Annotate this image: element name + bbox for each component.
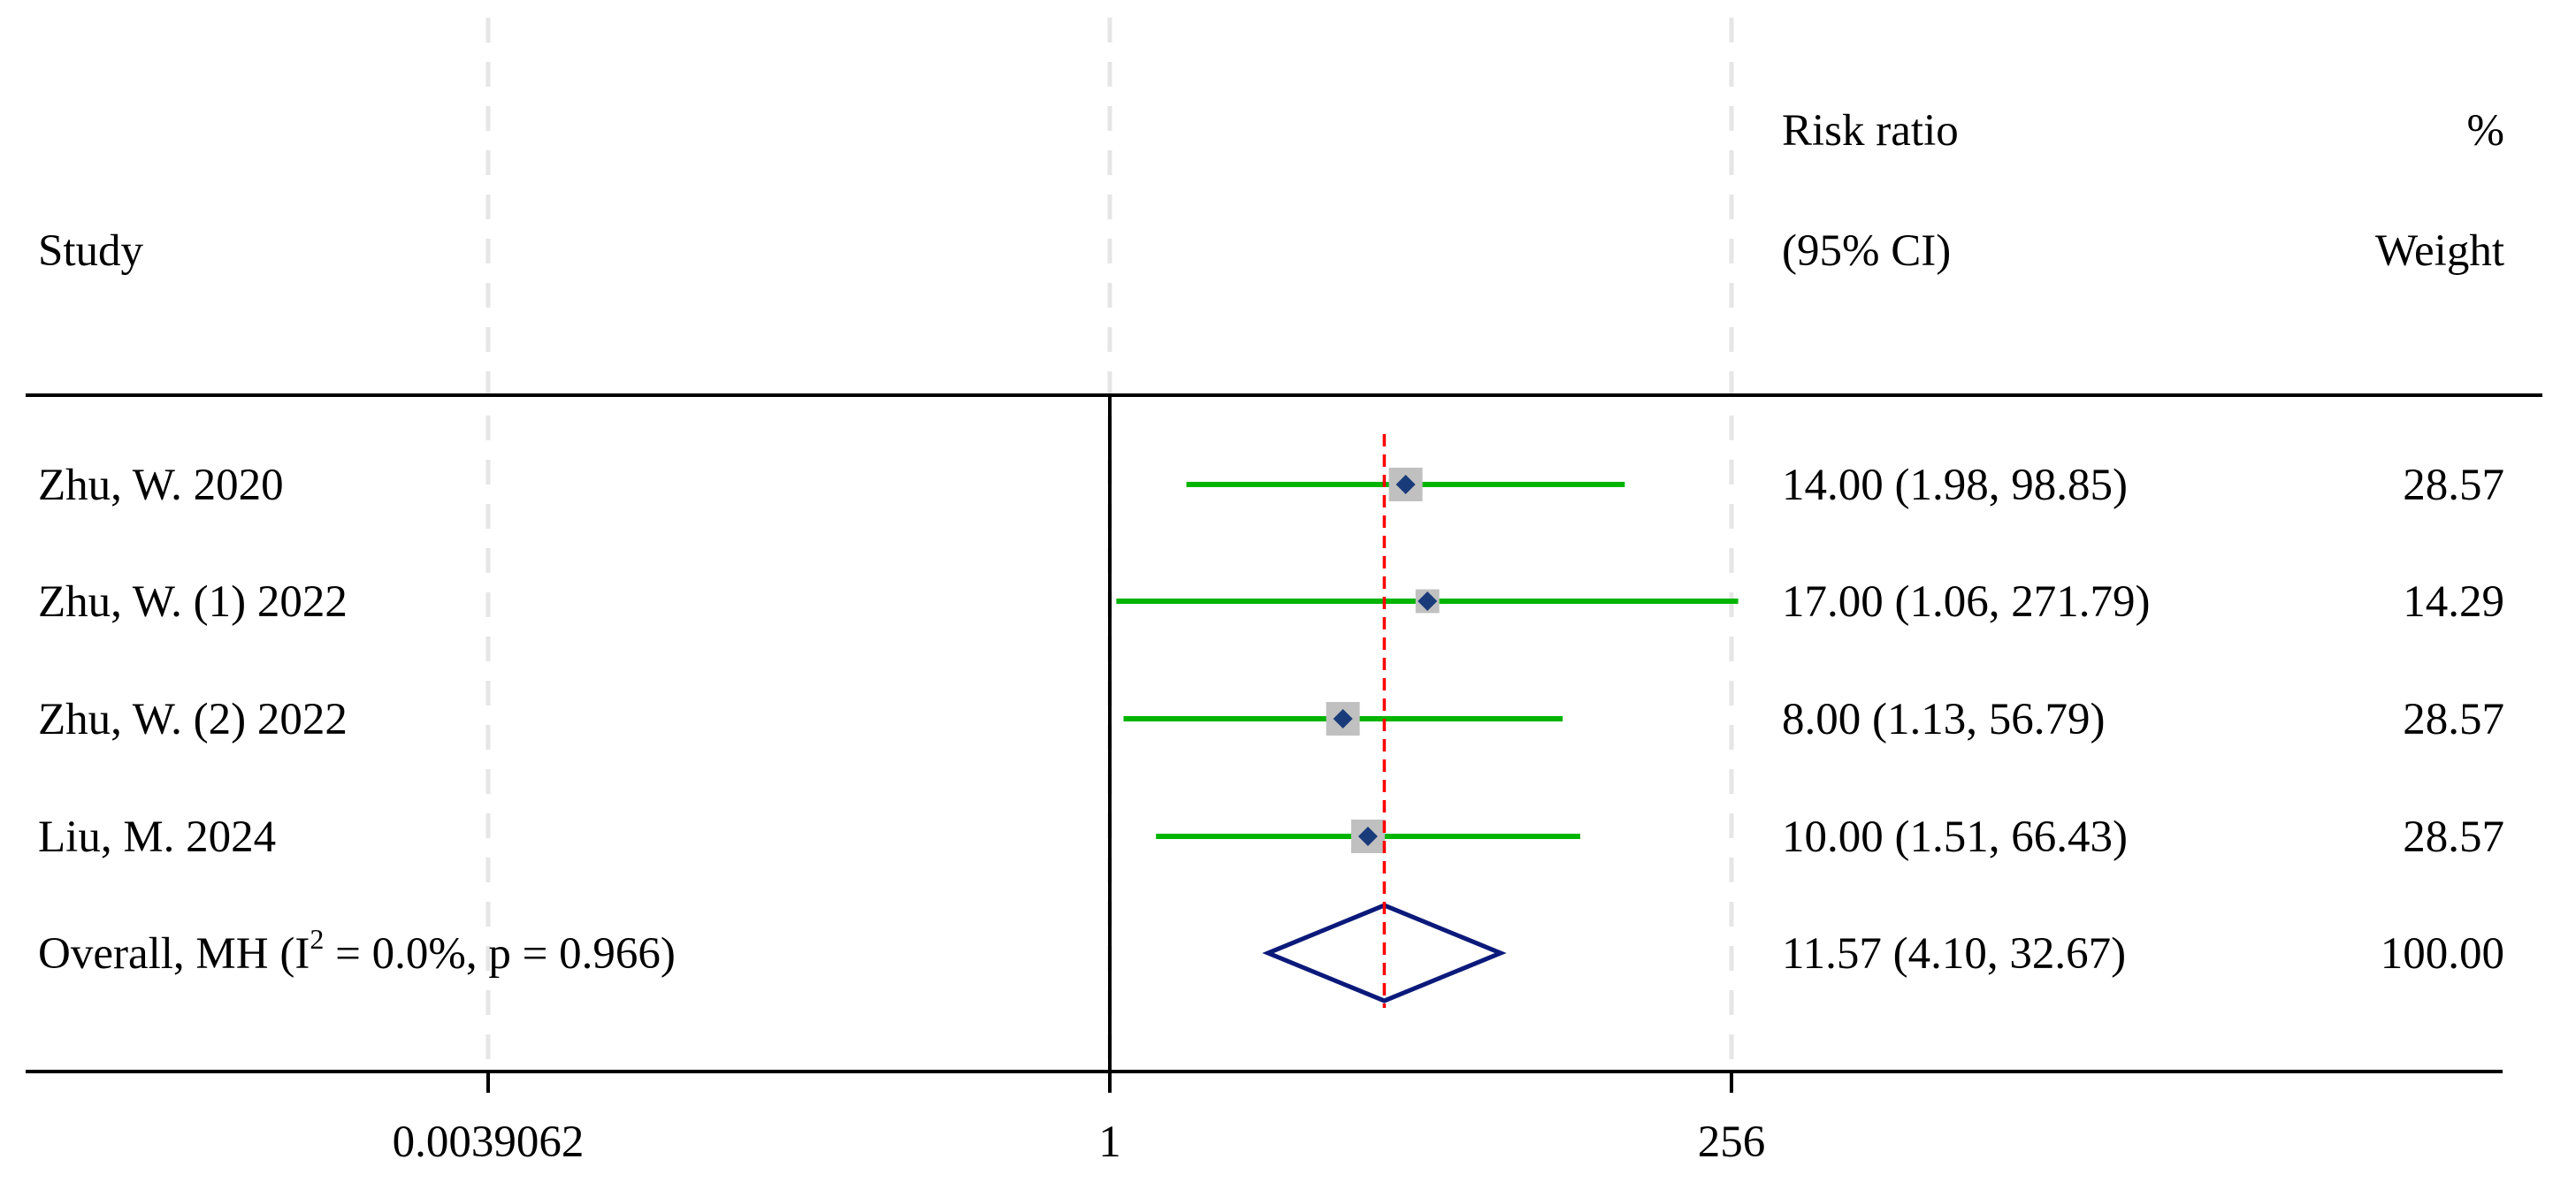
study-label: Liu, M. 2024 [38,812,276,862]
study-rows: Zhu, W. 2020 14.00 (1.98, 98.85) 28.57 Zhu,… [26,393,2542,1073]
x-tick-label: 1 [1098,1118,1121,1167]
study-label: Zhu, W. (1) 2022 [38,577,348,627]
study-ci-text: 10.00 (1.51, 66.43) [1782,812,2128,862]
header-weight: Weight [2375,226,2504,276]
study-ci-text: 8.00 (1.13, 56.79) [1782,695,2105,744]
study-weight-text: 28.57 [2403,695,2504,744]
overall-weight-text: 100.00 [2381,929,2504,979]
study-label: Zhu, W. 2020 [38,461,284,510]
header-risk-ratio: Risk ratio [1782,106,1959,156]
study-label: Zhu, W. (2) 2022 [38,695,348,744]
study-weight-text: 28.57 [2403,461,2504,510]
x-tick-label: 0.0039062 [393,1118,585,1167]
x-axis: 0.0039062 1 256 [393,1072,1766,1167]
point-estimate [1418,591,1438,611]
point-estimate [1357,827,1378,846]
header-weight-percent: % [2467,106,2504,156]
overall-label: Overall, MH (I2 = 0.0%, p = 0.966) [38,923,676,979]
header-study: Study [38,226,144,276]
point-estimate [1395,475,1416,494]
study-weight-text: 28.57 [2403,812,2504,862]
study-weight-text: 14.29 [2403,577,2504,627]
plot-marks [1116,434,1739,1008]
study-ci-text: 17.00 (1.06, 271.79) [1782,577,2150,627]
study-ci-text: 14.00 (1.98, 98.85) [1782,461,2128,510]
header-ci: (95% CI) [1782,226,1951,276]
overall-diamond [1262,903,1507,1003]
point-estimate [1333,709,1353,728]
overall-ci-text: 11.57 (4.10, 32.67) [1782,929,2126,979]
x-tick-label: 256 [1698,1118,1766,1167]
